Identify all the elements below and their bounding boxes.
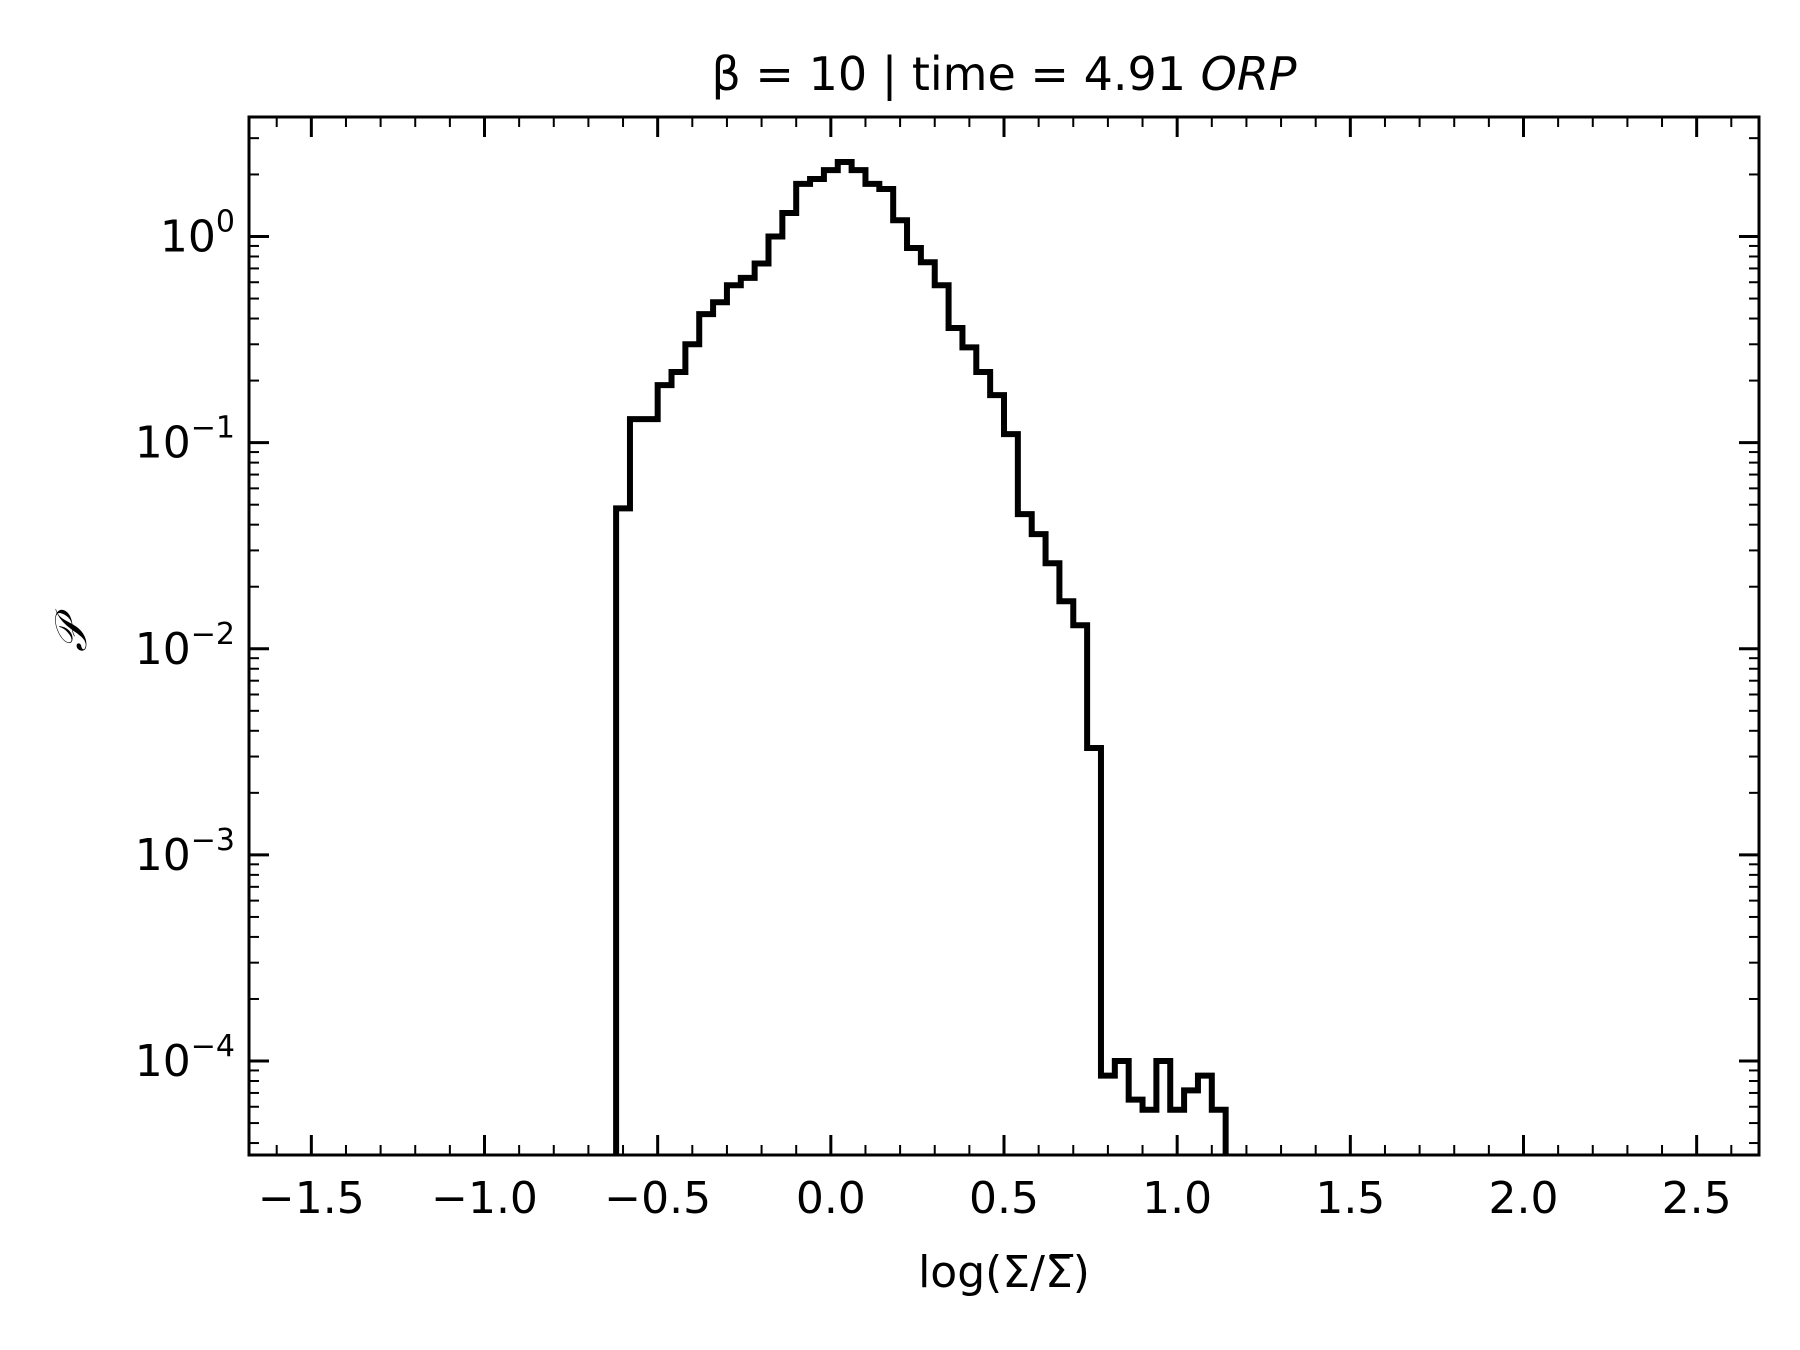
x-tick-label: −1.5 (258, 1173, 365, 1224)
histogram-step-line (613, 158, 1229, 1155)
y-tick-label-base: 10 (135, 418, 191, 469)
y-tick-label: 100 (160, 205, 235, 263)
y-tick-label-base: 10 (135, 830, 191, 881)
x-tick-label: 0.0 (796, 1173, 866, 1224)
plot-content (613, 158, 1229, 1155)
chart-title-emphasis: ORP (1201, 47, 1297, 101)
x-tick-label: 0.5 (969, 1173, 1039, 1224)
y-tick-label-exponent: −2 (191, 617, 235, 652)
axis-ticks (249, 117, 1759, 1155)
x-tick-label: −0.5 (604, 1173, 711, 1224)
y-tick-label-base: 10 (135, 1036, 191, 1087)
tick-labels: −1.5 −1.0 −0.5 0.0 0.5 1.0 1.5 2.0 2.510010−110−… (135, 205, 1732, 1224)
y-tick-label-exponent: −1 (191, 411, 235, 446)
chart-title: β = 10 | time = 4.91 ORP (711, 47, 1296, 102)
plot-frame (247, 115, 1761, 1157)
y-tick-label-exponent: −4 (191, 1029, 235, 1064)
y-tick-label: 10−2 (135, 617, 235, 675)
y-tick-label: 10−1 (135, 411, 235, 469)
y-tick-label-exponent: 0 (216, 205, 235, 240)
x-tick-label: −1.0 (431, 1173, 538, 1224)
x-tick-label: 1.5 (1315, 1173, 1385, 1224)
x-tick-label: 2.5 (1662, 1173, 1732, 1224)
y-tick-label: 10−3 (135, 823, 235, 881)
chart-title-prefix: β = 10 | time = 4.91 (711, 47, 1200, 102)
x-axis-label: log(Σ/Σ̅) (918, 1247, 1090, 1298)
y-tick-label-base: 10 (160, 212, 216, 263)
y-tick-label: 10−4 (135, 1029, 235, 1087)
x-tick-label: 1.0 (1142, 1173, 1212, 1224)
y-tick-label-exponent: −3 (191, 823, 235, 858)
x-tick-label: 2.0 (1489, 1173, 1559, 1224)
y-tick-label-base: 10 (135, 624, 191, 675)
y-axis-label: 𝒫 (46, 609, 97, 652)
